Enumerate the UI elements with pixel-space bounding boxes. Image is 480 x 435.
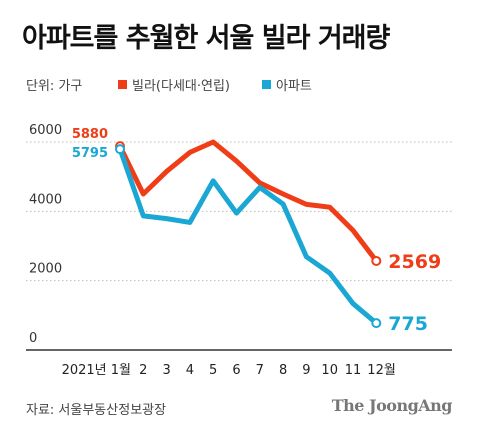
- data-point-apartment: [115, 144, 125, 155]
- start-value-label-villa: 5880: [72, 127, 108, 142]
- x-tick-label: 7: [256, 363, 264, 378]
- brand-logo: The JoongAng: [331, 396, 453, 415]
- x-tick-label: 3: [162, 363, 170, 378]
- start-value-label-apartment: 5795: [72, 146, 108, 161]
- chart-title: 아파트를 추월한 서울 빌라 거래량: [22, 23, 390, 54]
- source-note: 자료: 서울부동산정보광장: [26, 403, 167, 418]
- x-tick-label: 9: [302, 363, 310, 378]
- x-tick-label: 2: [139, 363, 147, 378]
- x-tick-label: 12월: [367, 363, 396, 378]
- y-tick-label: 2000: [29, 262, 62, 277]
- x-tick-label: 11: [345, 363, 362, 378]
- x-tick-label: 5: [209, 363, 217, 378]
- legend-swatch-villa: [118, 80, 127, 89]
- x-tick-label: 10: [321, 363, 338, 378]
- y-tick-label: 6000: [29, 123, 62, 138]
- data-point-apartment: [371, 318, 382, 329]
- legend-label-villa: 빌라(다세대·연립): [132, 79, 230, 94]
- y-tick-label: 0: [29, 331, 37, 346]
- legend-item-villa: 빌라(다세대·연립): [118, 75, 230, 94]
- unit-label: 단위: 가구: [26, 79, 83, 94]
- series-line-villa: [117, 139, 379, 264]
- x-tick-label: 2021년 1월: [62, 363, 131, 378]
- series-line-apartment: [117, 146, 379, 326]
- legend-swatch-apartment: [262, 80, 271, 89]
- legend-label-apartment: 아파트: [276, 79, 312, 94]
- data-point-villa: [371, 255, 382, 266]
- legend-item-apartment: 아파트: [262, 75, 312, 94]
- x-tick-label: 4: [186, 363, 194, 378]
- end-value-label-villa: 2569: [388, 251, 441, 273]
- x-tick-label: 6: [232, 363, 240, 378]
- end-value-label-apartment: 775: [388, 313, 428, 335]
- y-tick-label: 4000: [29, 192, 62, 207]
- x-tick-label: 8: [279, 363, 287, 378]
